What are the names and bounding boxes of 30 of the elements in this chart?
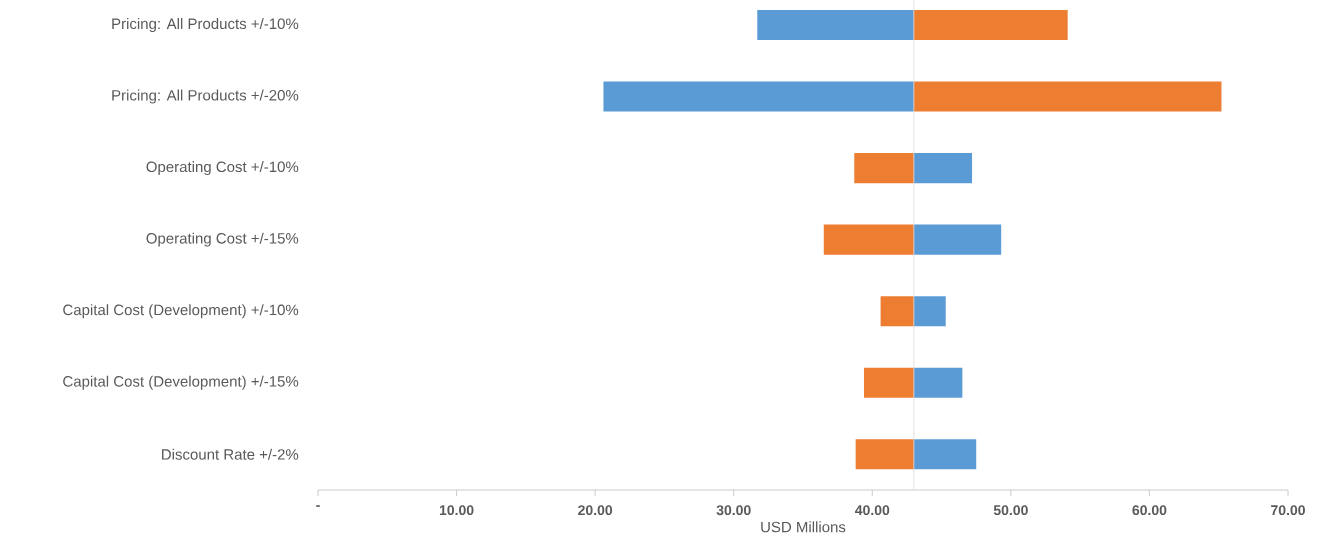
bar	[913, 367, 963, 398]
bar	[913, 81, 1222, 112]
y-tick-label: Pricing: All Products +/-10%	[112, 18, 299, 33]
bar	[880, 296, 914, 327]
bar	[913, 153, 973, 184]
bar	[913, 10, 1068, 41]
bar	[823, 224, 914, 255]
x-tick-label: 30.00	[716, 505, 751, 516]
y-tick-label: Capital Cost (Development) +/-15%	[63, 375, 299, 390]
bar	[913, 224, 1002, 255]
y-tick-label: Discount Rate +/-2%	[162, 448, 299, 460]
y-tick-label: Capital Cost (Development) +/-10%	[63, 304, 299, 319]
x-tick-label: 10.00	[439, 505, 474, 516]
x-tick-label: 20.00	[578, 505, 613, 516]
bar	[913, 439, 977, 470]
y-tick-label: Operating Cost +/-10%	[146, 161, 299, 176]
x-tick-label: 50.00	[993, 505, 1028, 516]
bar	[757, 10, 914, 41]
bar	[854, 153, 914, 184]
y-tick-label: Operating Cost +/-15%	[146, 232, 299, 247]
x-tick-label: 70.00	[1271, 505, 1305, 516]
x-tick-label: -	[316, 505, 320, 507]
y-tick-label: Pricing: All Products +/-20%	[112, 89, 299, 104]
bar	[863, 367, 914, 398]
x-tick-label: 40.00	[854, 505, 890, 516]
x-axis-title: USD Millions	[761, 521, 846, 533]
bar	[855, 439, 914, 470]
bar	[913, 296, 946, 327]
x-tick-label: 60.00	[1132, 505, 1167, 516]
bar	[603, 81, 914, 112]
